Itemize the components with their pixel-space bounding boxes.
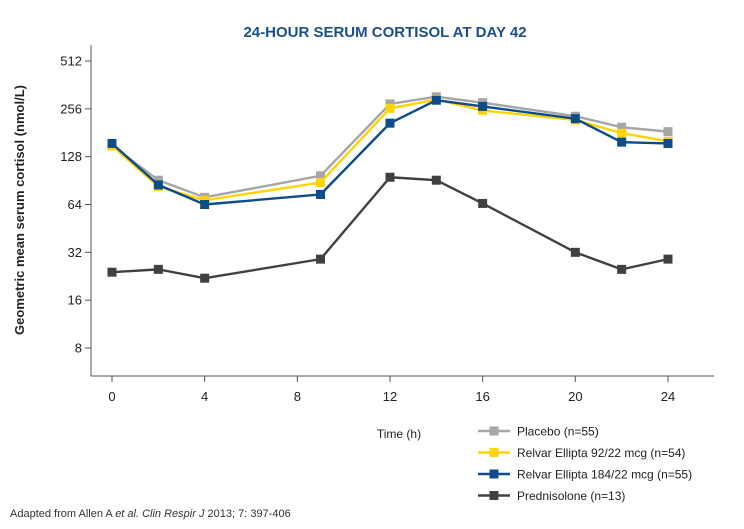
series-marker-0: [617, 122, 627, 132]
series-marker-2: [153, 180, 163, 190]
legend-marker-0: [489, 426, 499, 436]
series-marker-2: [385, 118, 395, 128]
legend-marker-1: [489, 448, 499, 457]
series-marker-3: [431, 175, 441, 185]
y-axis-label: Geometric mean serum cortisol (nmol/L): [12, 85, 27, 335]
x-tick-label: 12: [383, 389, 397, 404]
series-marker-0: [153, 175, 163, 185]
x-tick-label: 16: [475, 389, 489, 404]
series-marker-3: [200, 273, 210, 283]
x-tick-label: 8: [294, 389, 301, 404]
legend-marker-3: [489, 491, 499, 500]
series-marker-3: [107, 267, 117, 277]
series-marker-1: [385, 103, 395, 113]
x-axis-label: Time (h): [377, 427, 421, 441]
legend-marker-2: [489, 469, 499, 479]
series-marker-0: [316, 171, 325, 181]
series-marker-3: [663, 254, 673, 264]
series-marker-2: [316, 189, 325, 199]
series-marker-3: [153, 264, 163, 274]
plot-area: 8 16 32 64 128 256 512 0 4 8 12 16 20 24: [60, 45, 714, 404]
series-line-2: [111, 99, 669, 206]
series-marker-2: [200, 200, 210, 209]
series-line-3: [111, 176, 669, 280]
series-marker-2: [107, 138, 117, 148]
legend-label-2: Relvar Ellipta 184/22 mcg (n=55): [517, 468, 692, 482]
series-line-0: [111, 95, 669, 199]
legend-label-1: Relvar Ellipta 92/22 mcg (n=54): [517, 446, 685, 460]
series-marker-1: [617, 128, 627, 138]
series-marker-0: [663, 127, 673, 137]
chart: 24-HOUR SERUM CORTISOL AT DAY 42 8 16 32 64…: [12, 24, 714, 503]
y-tick-label: 8: [75, 341, 82, 356]
y-tick-label: 128: [60, 149, 82, 164]
chart-title: 24-HOUR SERUM CORTISOL AT DAY 42: [243, 24, 526, 41]
series-marker-3: [570, 247, 580, 257]
legend: Placebo (n=55) Relvar Ellipta 92/22 mcg (…: [478, 425, 692, 503]
footnote-prefix: Adapted from Allen A: [10, 508, 116, 520]
x-tick-label: 20: [568, 389, 582, 404]
series-marker-3: [385, 172, 395, 182]
legend-label-0: Placebo (n=55): [517, 425, 599, 439]
x-tick-label: 0: [108, 389, 115, 404]
footnote-suffix: 2013; 7: 397-406: [204, 508, 291, 520]
x-tick-label: 24: [661, 389, 675, 404]
series-marker-1: [316, 178, 325, 188]
y-tick-label: 256: [60, 101, 82, 116]
series-marker-2: [617, 137, 627, 147]
legend-label-3: Prednisolone (n=13): [517, 489, 625, 503]
y-tick-label: 512: [60, 54, 82, 69]
series-marker-3: [316, 254, 325, 264]
series-marker-2: [570, 114, 580, 124]
series-line-1: [111, 98, 669, 202]
series-marker-2: [431, 95, 441, 105]
series-marker-3: [617, 264, 627, 274]
footnote-journal: et al. Clin Respir J: [115, 508, 205, 520]
y-tick-label: 32: [68, 245, 82, 260]
series-marker-2: [663, 138, 673, 148]
y-tick-label: 16: [68, 293, 82, 308]
x-tick-label: 4: [201, 389, 208, 404]
source-footnote: Adapted from Allen A et al. Clin Respir …: [10, 508, 291, 520]
y-tick-label: 64: [68, 197, 82, 212]
series-marker-3: [478, 198, 488, 208]
series-marker-2: [478, 101, 488, 111]
